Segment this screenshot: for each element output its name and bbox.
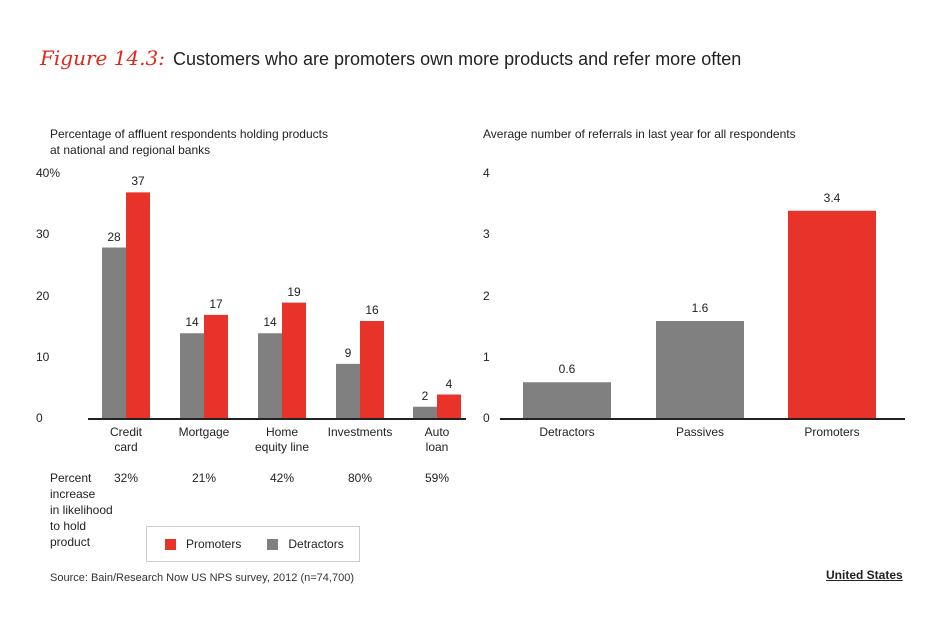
legend: Promoters Detractors: [146, 526, 360, 562]
value-detractors-0: 28: [107, 229, 121, 244]
bar-promoters-4: [437, 394, 461, 419]
value-detractors-3: 9: [344, 345, 352, 360]
value-promoters-1: 17: [209, 296, 223, 311]
value-promoters-4: 4: [445, 376, 453, 391]
bar-promoters-3: [360, 321, 384, 419]
legend-item-detractors: Detractors: [267, 537, 344, 551]
percent-increase-label-line-3: in likelihood: [50, 503, 113, 517]
right-value-0: 0.6: [558, 362, 576, 377]
left-category-1-line-0: Mortgage: [178, 425, 230, 439]
percent-increase-4: 59%: [424, 471, 450, 485]
left-category-3-line-0: Investments: [327, 425, 393, 439]
bar-detractors-3: [336, 363, 360, 419]
percent-increase-label-line-4: to hold: [50, 519, 87, 533]
value-promoters-2: 19: [287, 284, 301, 299]
left-chart-subtitle-line-2: at national and regional banks: [50, 143, 211, 157]
bar-detractors-4: [413, 406, 437, 419]
left-y-tick-2: 20: [36, 288, 50, 303]
right-value-2: 3.4: [823, 190, 841, 205]
right-y-tick-2: 2: [483, 288, 490, 303]
left-y-tick-0: 0: [36, 411, 43, 425]
figure-title: Figure 14.3: Customers who are promoters …: [40, 46, 741, 70]
left-category-2-line-1: equity line: [254, 440, 310, 454]
figure-title-text: Customers who are promoters own more pro…: [172, 49, 742, 69]
legend-item-promoters: Promoters: [165, 537, 241, 551]
left-category-2-line-0: Home: [265, 425, 298, 439]
percent-increase-0: 32%: [113, 471, 139, 485]
left-category-1: Mortgage: [159, 425, 249, 440]
left-chart-subtitle: Percentage of affluent respondents holdi…: [50, 126, 328, 158]
right-chart-title: Average number of referrals in last year…: [483, 127, 796, 141]
right-category-1: Passives: [675, 425, 725, 439]
left-category-3: Investments: [315, 425, 405, 440]
bar-detractors-2: [258, 333, 282, 419]
bar-detractors-0: [102, 247, 126, 419]
right-y-tick-4: 4: [483, 166, 490, 180]
right-y-tick-0: 0: [483, 411, 490, 425]
percent-increase-2: 42%: [269, 471, 295, 485]
legend-label-promoters: Promoters: [186, 537, 242, 551]
bar-promoters-1: [204, 314, 228, 419]
left-y-tick-3: 30: [36, 227, 50, 242]
bar-promoters-0: [126, 192, 150, 419]
right-y-tick-1: 1: [483, 349, 490, 364]
percent-increase-1: 21%: [191, 471, 217, 485]
legend-swatch-detractors: [267, 538, 279, 550]
value-detractors-1: 14: [185, 315, 199, 330]
region-label: United States: [826, 568, 903, 582]
legend-swatch-promoters: [165, 538, 176, 550]
value-detractors-4: 2: [421, 388, 429, 403]
right-value-1: 1.6: [691, 301, 709, 315]
right-bar-2: [788, 210, 876, 419]
left-category-0-line-0: Credit: [109, 425, 142, 439]
percent-increase-label-line-5: product: [50, 535, 91, 549]
right-bar-1: [656, 321, 744, 419]
value-promoters-3: 16: [365, 303, 379, 317]
bar-detractors-1: [180, 333, 204, 419]
percent-increase-3: 80%: [347, 471, 373, 485]
left-category-0: Credit card: [81, 425, 171, 455]
bar-promoters-2: [282, 302, 306, 419]
value-detractors-2: 14: [263, 315, 277, 330]
left-category-4-line-0: Auto: [424, 425, 450, 439]
percent-increase-label-line-1: Percent: [50, 471, 92, 485]
legend-label-detractors: Detractors: [288, 537, 344, 551]
left-category-4: Auto loan: [392, 425, 482, 455]
right-category-0: Detractors: [539, 425, 595, 439]
left-category-4-line-1: loan: [425, 440, 449, 454]
left-category-0-line-1: card: [114, 440, 138, 454]
left-y-tick-1: 10: [36, 349, 50, 364]
right-y-tick-3: 3: [483, 227, 490, 242]
left-category-2: Home equity line: [237, 425, 327, 455]
percent-increase-label: Percent increase in likelihood to hold p…: [50, 470, 140, 550]
right-bar-0: [523, 382, 611, 419]
right-category-2: Promoters: [804, 425, 860, 439]
source-note: Source: Bain/Research Now US NPS survey,…: [50, 572, 354, 584]
figure-label: Figure 14.3:: [40, 46, 165, 70]
left-y-tick-4: 40%: [36, 166, 61, 180]
percent-increase-label-line-2: increase: [50, 487, 96, 501]
value-promoters-0: 37: [131, 174, 145, 189]
left-chart-subtitle-line-1: Percentage of affluent respondents holdi…: [50, 127, 328, 141]
